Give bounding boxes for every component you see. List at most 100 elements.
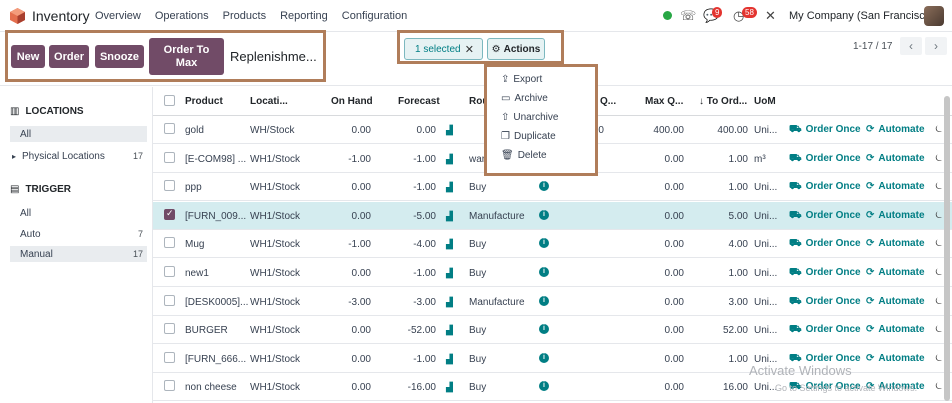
- cell-route[interactable]: Buy: [469, 353, 487, 365]
- snooze-icon[interactable]: ⏾: [935, 152, 943, 164]
- clear-selection-icon[interactable]: ✕: [464, 44, 474, 56]
- table-row[interactable]: BURGER WH1/Stock 0.00 -52.00 ▟ Buy i 0.0…: [153, 316, 952, 345]
- snooze-icon[interactable]: ⏾: [935, 352, 943, 364]
- automate-button[interactable]: ⟳ Automate: [866, 352, 925, 364]
- cell-max-qty[interactable]: 400.00: [653, 125, 684, 136]
- cell-product[interactable]: new1: [185, 268, 209, 279]
- forecast-chart-icon[interactable]: ▟: [446, 210, 453, 221]
- cell-to-order[interactable]: 1.00: [728, 182, 748, 194]
- select-all-checkbox[interactable]: [164, 95, 175, 106]
- info-icon[interactable]: i: [539, 324, 549, 335]
- menu-configuration[interactable]: Configuration: [341, 10, 408, 22]
- cell-to-order[interactable]: 1.00: [728, 353, 748, 365]
- cell-route[interactable]: Buy: [469, 325, 487, 337]
- automate-button[interactable]: ⟳ Automate: [866, 295, 925, 307]
- table-row[interactable]: [FURN_009... WH1/Stock 0.00 -5.00 ▟ Manu…: [153, 201, 952, 230]
- actions-button[interactable]: ⚙ Actions: [487, 38, 545, 60]
- column-min-qty[interactable]: Q...: [600, 96, 617, 107]
- row-checkbox[interactable]: [164, 208, 175, 220]
- table-scrollbar[interactable]: [944, 96, 950, 401]
- column-max-qty[interactable]: Max Q...: [645, 96, 684, 107]
- menu-item-unarchive[interactable]: ⇧ Unarchive: [501, 112, 559, 123]
- snooze-icon[interactable]: ⏾: [935, 238, 943, 250]
- info-icon[interactable]: i: [539, 209, 549, 220]
- order-once-button[interactable]: ⛟ Order Once: [789, 209, 861, 221]
- row-checkbox[interactable]: [164, 237, 175, 249]
- row-checkbox[interactable]: [164, 351, 175, 363]
- info-icon[interactable]: i: [539, 352, 549, 363]
- cell-product[interactable]: ppp: [185, 182, 202, 194]
- menu-item-archive[interactable]: ▭ Archive: [501, 93, 548, 104]
- cell-route[interactable]: Buy: [469, 382, 487, 394]
- snooze-icon[interactable]: ⏾: [935, 295, 943, 307]
- order-once-button[interactable]: ⛟ Order Once: [789, 324, 861, 336]
- automate-button[interactable]: ⟳ Automate: [866, 124, 925, 135]
- order-once-button[interactable]: ⛟ Order Once: [789, 381, 861, 393]
- snooze-icon[interactable]: ⏾: [935, 381, 943, 393]
- automate-button[interactable]: ⟳ Automate: [866, 152, 925, 164]
- column-location[interactable]: Locati...: [250, 96, 288, 107]
- cell-location[interactable]: WH1/Stock: [250, 210, 301, 222]
- cell-max-qty[interactable]: 0.00: [664, 210, 684, 222]
- cell-to-order[interactable]: 4.00: [728, 239, 748, 251]
- table-row[interactable]: gold WH/Stock 0.00 0.00 ▟ 0.00 400.00 40…: [153, 116, 952, 144]
- order-once-button[interactable]: ⛟ Order Once: [789, 181, 861, 193]
- snooze-icon[interactable]: ⏾: [935, 209, 943, 221]
- cell-product[interactable]: [FURN_666...: [185, 353, 247, 365]
- snooze-icon[interactable]: ⏾: [935, 181, 943, 193]
- clock-icon[interactable]: ◷: [733, 8, 745, 23]
- row-checkbox[interactable]: [164, 294, 175, 306]
- caret-right-icon[interactable]: ▸: [12, 151, 17, 161]
- column-route[interactable]: Rou: [469, 96, 489, 107]
- forecast-chart-icon[interactable]: ▟: [446, 153, 453, 164]
- pager-value[interactable]: 1-17 / 17: [853, 41, 893, 52]
- info-icon[interactable]: i: [539, 267, 549, 277]
- row-checkbox[interactable]: [164, 123, 175, 134]
- column-on-hand[interactable]: On Hand: [331, 96, 373, 107]
- cell-location[interactable]: WH/Stock: [250, 125, 295, 136]
- order-to-max-button[interactable]: Order To Max: [149, 38, 224, 75]
- cell-route[interactable]: war...: [469, 153, 493, 165]
- cell-max-qty[interactable]: 0.00: [664, 382, 684, 394]
- cell-location[interactable]: WH1/Stock: [250, 325, 301, 337]
- row-checkbox[interactable]: [164, 323, 175, 335]
- table-row[interactable]: ppp WH1/Stock 0.00 -1.00 ▟ Buy i 0.00 1.…: [153, 173, 952, 202]
- cell-max-qty[interactable]: 0.00: [664, 296, 684, 308]
- forecast-chart-icon[interactable]: ▟: [446, 182, 453, 193]
- cell-location[interactable]: WH1/Stock: [250, 153, 301, 165]
- pager-next-button[interactable]: ›: [925, 37, 947, 55]
- avatar[interactable]: [924, 6, 944, 26]
- snooze-icon[interactable]: ⏾: [935, 324, 943, 336]
- order-once-button[interactable]: ⛟ Order Once: [789, 238, 861, 250]
- forecast-chart-icon[interactable]: ▟: [446, 239, 453, 250]
- column-uom[interactable]: UoM: [754, 96, 776, 107]
- sidebar-item-trigger-manual[interactable]: Manual 17: [10, 246, 147, 262]
- cell-to-order[interactable]: 5.00: [728, 210, 748, 222]
- order-once-button[interactable]: ⛟ Order Once: [789, 124, 861, 135]
- info-icon[interactable]: i: [539, 181, 549, 192]
- cell-to-order[interactable]: 400.00: [717, 125, 748, 136]
- cell-max-qty[interactable]: 0.00: [664, 325, 684, 337]
- cell-location[interactable]: WH1/Stock: [250, 296, 301, 308]
- forecast-chart-icon[interactable]: ▟: [446, 325, 453, 336]
- automate-button[interactable]: ⟳ Automate: [866, 181, 925, 193]
- sidebar-item-physical-locations[interactable]: ▸ Physical Locations 17: [12, 150, 143, 162]
- menu-operations[interactable]: Operations: [154, 10, 209, 22]
- tools-icon[interactable]: ✕: [765, 8, 776, 23]
- cell-max-qty[interactable]: 0.00: [664, 268, 684, 279]
- snooze-icon[interactable]: ⏾: [935, 124, 943, 135]
- sidebar-item-trigger-all[interactable]: All: [20, 207, 32, 219]
- order-button[interactable]: Order: [49, 45, 89, 68]
- automate-button[interactable]: ⟳ Automate: [866, 267, 925, 278]
- cell-product[interactable]: Mug: [185, 239, 205, 251]
- phone-icon[interactable]: ☏: [680, 8, 697, 23]
- order-once-button[interactable]: ⛟ Order Once: [789, 352, 861, 364]
- snooze-button[interactable]: Snooze: [95, 45, 144, 68]
- cell-location[interactable]: WH1/Stock: [250, 268, 301, 279]
- cell-route[interactable]: Manufacture: [469, 210, 525, 222]
- row-checkbox[interactable]: [164, 266, 175, 277]
- automate-button[interactable]: ⟳ Automate: [866, 209, 925, 221]
- table-row[interactable]: non cheese WH1/Stock 0.00 -16.00 ▟ Buy i…: [153, 373, 952, 402]
- order-once-button[interactable]: ⛟ Order Once: [789, 152, 861, 164]
- column-to-order[interactable]: ↓ To Ord...: [699, 96, 748, 107]
